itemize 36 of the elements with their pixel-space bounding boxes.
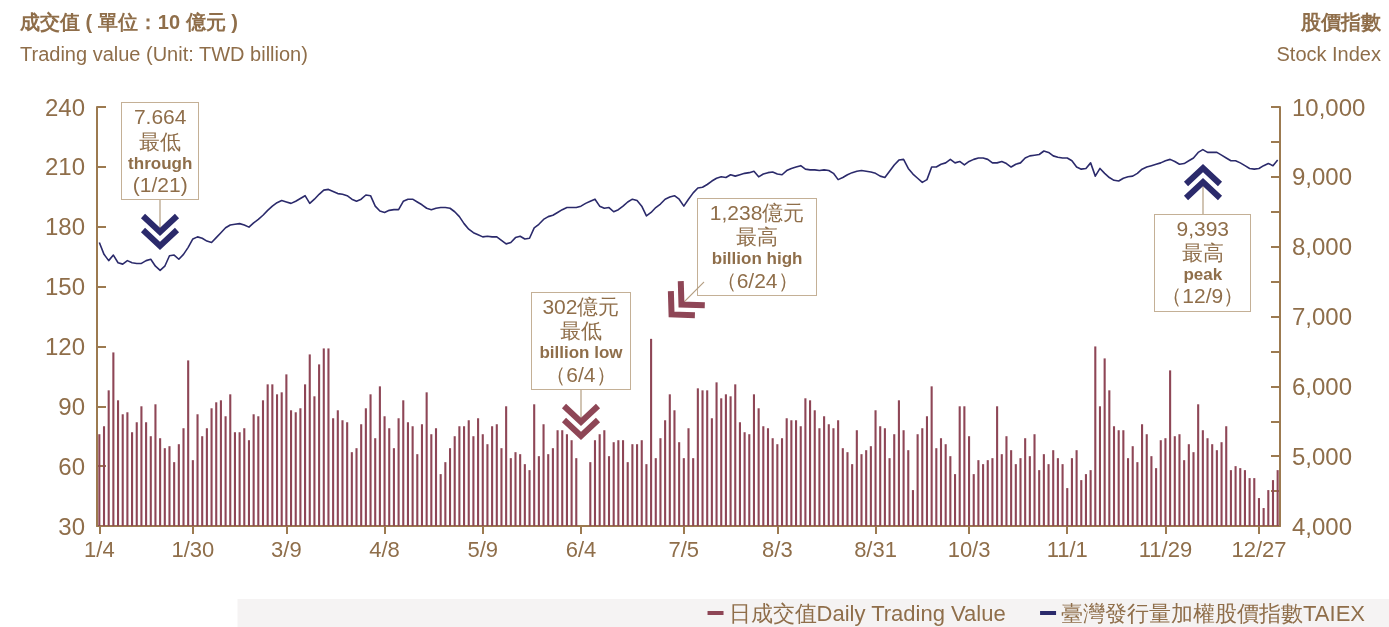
x-tick-label: 1/4 [84, 536, 115, 562]
y2-tick-label: 8,000 [1292, 233, 1353, 261]
x-tick-label: 8/31 [854, 536, 897, 562]
x-tick-label: 8/3 [762, 536, 793, 562]
annotation: 1,238億元最高 billion high （6/24） [708, 200, 806, 293]
x-tick-label: 7/5 [668, 536, 700, 562]
legend-label: 日成交值Daily Trading Value [728, 600, 1006, 626]
annotation: 7.664 最低 through (1/21) [128, 105, 193, 198]
y-tick-label: 30 [58, 512, 85, 540]
x-tick-label: 6/4 [565, 536, 597, 562]
y-axis-title: 成交值 ( 單位：10 億元 ) Trading value (Unit: TWD billion) [20, 10, 308, 67]
y2-tick-label: 6,000 [1292, 372, 1353, 400]
y2-tick-label: 7,000 [1292, 303, 1353, 330]
x-tick-label: 1/30 [171, 536, 215, 562]
x-tick-label: 11/1 [1046, 536, 1088, 562]
y-tick-label: 120 [44, 332, 85, 360]
y-tick-label: 150 [44, 273, 85, 301]
x-tick-label: 11/29 [1138, 536, 1193, 562]
x-tick-label: 4/8 [369, 536, 400, 562]
y2-tick-label: 10,000 [1292, 93, 1366, 121]
annotation: 9,393 最高 peak （12/9） [1161, 216, 1245, 309]
y2-tick-label: 9,000 [1292, 163, 1353, 191]
y-tick-label: 90 [58, 392, 85, 420]
legend-label: 臺灣發行量加權股價指數TAIEX [1061, 600, 1366, 626]
y-tick-label: 60 [58, 452, 85, 480]
x-tick-label: 3/9 [271, 536, 302, 562]
y2-tick-label: 5,000 [1292, 442, 1353, 470]
x-tick-label: 12/27 [1231, 536, 1287, 562]
y-tick-label: 240 [44, 93, 85, 121]
y-tick-label: 180 [44, 213, 85, 241]
y2-axis-title: 股價指數 Stock Index [1276, 10, 1381, 67]
annotation: 302億元最低 billion low （6/4） [538, 295, 624, 387]
y-tick-label: 210 [44, 153, 85, 181]
x-tick-label: 10/3 [947, 536, 991, 562]
y2-tick-label: 4,000 [1292, 512, 1353, 540]
x-tick-label: 5/9 [467, 536, 499, 562]
